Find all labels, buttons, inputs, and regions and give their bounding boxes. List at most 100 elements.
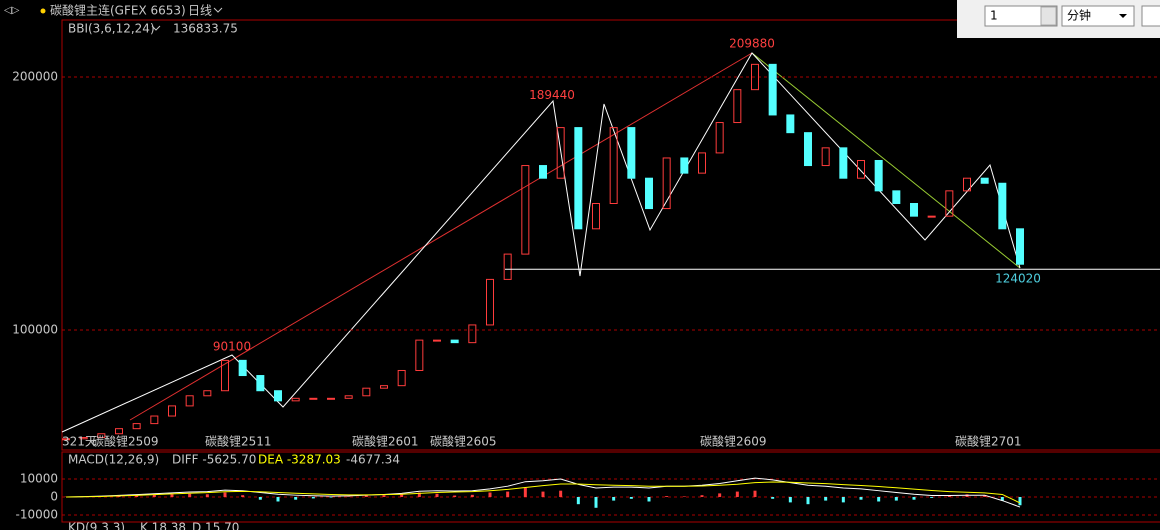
dea-line — [65, 481, 1021, 504]
macd-bar — [435, 493, 439, 497]
candle-body — [450, 339, 459, 344]
macd-bar — [382, 495, 386, 497]
y-tick-label: 100000 — [12, 323, 58, 337]
macd-bar — [364, 495, 368, 497]
kd-d: D 15.70 — [192, 521, 239, 530]
candle-body — [1016, 228, 1024, 265]
macd-bar — [753, 490, 757, 497]
macd-bar — [294, 496, 298, 500]
candle-body — [362, 387, 371, 397]
candle-body — [698, 152, 706, 174]
macd-bar — [311, 496, 315, 499]
candle-body — [221, 359, 229, 392]
candle-body — [415, 339, 424, 371]
macd-bar — [629, 496, 633, 499]
candle-body — [238, 359, 247, 377]
zigzag — [61, 52, 1021, 433]
macd-bar — [170, 494, 174, 497]
interval-input[interactable] — [984, 5, 1058, 27]
candle-body — [397, 369, 406, 387]
spinner[interactable] — [1040, 6, 1057, 26]
candle-body — [892, 190, 901, 205]
candle-body — [309, 397, 318, 400]
candle-body — [185, 395, 194, 407]
macd-bar — [506, 491, 510, 497]
x-tick-label: 碳酸锂2511 — [205, 434, 272, 449]
period[interactable]: 日线 — [188, 4, 212, 18]
macd-bar — [417, 492, 421, 497]
x-tick-label: 碳酸锂2509 — [92, 434, 159, 449]
candle-body — [927, 215, 936, 218]
candle-body — [821, 147, 830, 167]
macd-bar — [912, 496, 916, 500]
trend-line — [751, 52, 1021, 269]
candle-body — [680, 157, 689, 174]
candle-body — [662, 157, 671, 210]
macd-bar — [665, 496, 669, 497]
candle-body — [768, 63, 777, 116]
side-button[interactable] — [1141, 5, 1160, 27]
x-tick-label: 碳酸锂2605 — [430, 434, 497, 449]
macd-bar — [152, 494, 156, 497]
interval-value: 1 — [990, 9, 998, 23]
macd-bar — [771, 496, 775, 499]
x-tick-label: 碳酸锂2601 — [352, 434, 419, 449]
candle-body — [150, 415, 159, 425]
symbol-title: 碳酸锂主连(GFEX 6653) — [50, 3, 186, 18]
macd-bar — [841, 496, 845, 503]
candle-body — [380, 385, 388, 389]
candle-body — [592, 203, 600, 230]
macd-bar — [947, 495, 951, 497]
candle-body — [627, 127, 636, 179]
macd-frame — [61, 451, 1160, 523]
kd-name: KD(9,3,3) — [68, 521, 125, 530]
dot — [40, 8, 46, 14]
macd-bar — [930, 496, 934, 498]
dropdown-arrow — [213, 7, 223, 13]
x-tick-label: 碳酸锂2609 — [700, 434, 767, 449]
candle-body — [256, 375, 265, 392]
macd-bar — [806, 496, 810, 505]
macd-bar — [453, 495, 457, 497]
macd-bar — [541, 491, 545, 497]
x-tick-label: 碳酸锂2701 — [955, 434, 1022, 449]
macd-bar — [788, 496, 792, 503]
diff-line — [65, 477, 1021, 508]
macd-bar — [135, 495, 139, 497]
select-arrow — [1119, 14, 1127, 18]
candle-body — [433, 339, 441, 342]
y-tick-label: -10000 — [15, 507, 58, 521]
macd-bar — [735, 491, 739, 497]
candle-body — [486, 278, 494, 326]
candle-body — [539, 165, 547, 179]
candle-body — [344, 395, 353, 399]
candle-body — [751, 63, 759, 91]
candle-body — [168, 405, 176, 417]
macd-bar — [1018, 496, 1022, 506]
peak-label: 90100 — [213, 340, 251, 354]
macd-bar — [488, 492, 492, 497]
candle-body — [804, 132, 812, 167]
macd-bar — [329, 496, 333, 498]
candle-body — [291, 397, 300, 402]
candle-body — [910, 203, 918, 217]
candle-body — [132, 423, 141, 430]
macd-bar — [559, 490, 563, 497]
macd-bar — [824, 496, 828, 501]
macd-bar — [188, 493, 192, 497]
price-frame — [61, 19, 1160, 451]
peak-label: 209880 — [729, 37, 775, 51]
macd-bar — [859, 496, 863, 500]
macd-bar — [576, 496, 580, 505]
candle-body — [874, 159, 883, 192]
unit-select[interactable] — [1061, 5, 1135, 27]
y-tick-label: 200000 — [12, 70, 58, 84]
candle-body — [556, 127, 565, 179]
candle-body — [327, 397, 335, 400]
nav-icon[interactable]: ◁▷ — [4, 5, 20, 16]
candle-body — [715, 122, 724, 154]
dropdown-arrow — [151, 25, 161, 31]
y-tick-label: 10000 — [20, 471, 58, 485]
macd-bar — [877, 496, 881, 502]
